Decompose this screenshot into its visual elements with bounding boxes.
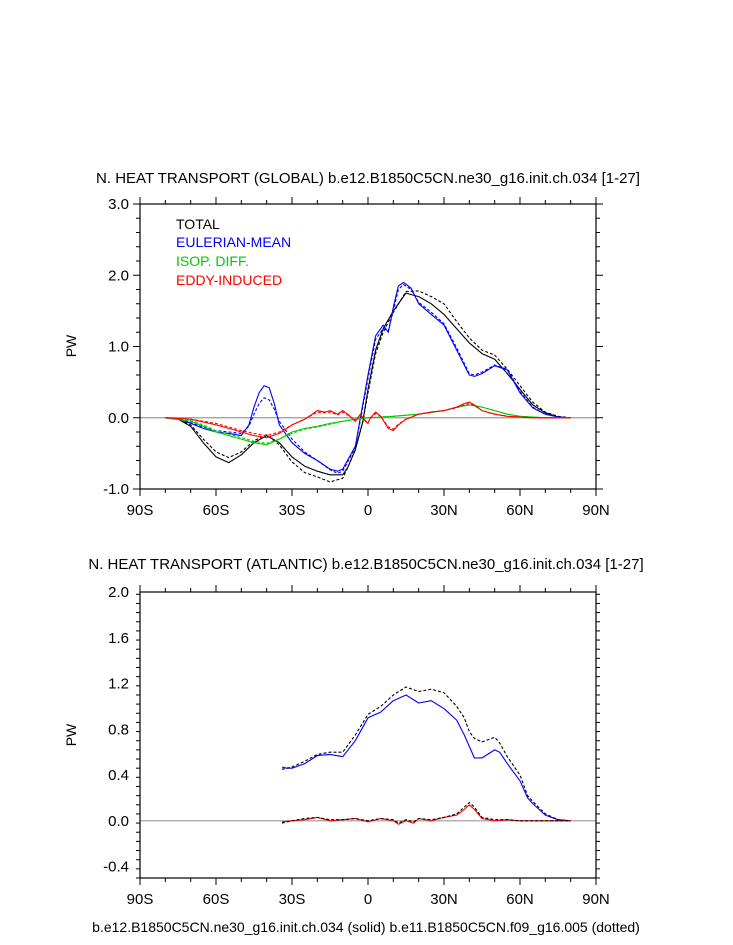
global-series-eulerian-mean-dotted [165, 283, 571, 474]
atlantic-y-tick-label: 0.8 [108, 721, 129, 738]
atlantic-x-tick-label: 90N [582, 891, 610, 908]
atlantic-x-tick-label: 30N [430, 891, 458, 908]
atlantic-x-tick-label: 60S [203, 891, 230, 908]
global-x-tick-label: 60S [203, 502, 230, 519]
global-series-eddy-induced-solid [165, 401, 571, 439]
global-y-axis-label: PW [63, 334, 79, 357]
legend-total: TOTAL [176, 216, 220, 232]
atlantic-series-eulerian-mean-dotted [281, 686, 571, 822]
atlantic-x-tick-label: 30S [279, 891, 306, 908]
global-chart-title: N. HEAT TRANSPORT (GLOBAL) b.e12.B1850C5… [96, 170, 640, 187]
global-series-total-dotted [165, 290, 571, 483]
atlantic-x-axis-caption: b.e12.B1850C5CN.ne30_g16.init.ch.034 (so… [92, 919, 640, 935]
global-x-tick-label: 90S [127, 502, 154, 519]
atlantic-y-tick-label: -0.4 [103, 859, 129, 876]
atlantic-heat-transport-chart: N. HEAT TRANSPORT (ATLANTIC) b.e12.B1850… [63, 556, 644, 935]
atlantic-series-eddy-induced-dotted [281, 801, 571, 824]
global-heat-transport-chart: N. HEAT TRANSPORT (GLOBAL) b.e12.B1850C5… [63, 170, 640, 519]
global-x-tick-label: 30S [279, 502, 306, 519]
atlantic-y-tick-label: 0.0 [108, 813, 129, 830]
global-y-tick-label: 3.0 [108, 196, 129, 213]
atlantic-chart-title: N. HEAT TRANSPORT (ATLANTIC) b.e12.B1850… [88, 556, 643, 573]
global-series-eddy-induced-dotted [165, 402, 571, 437]
atlantic-y-axis-label: PW [63, 723, 79, 746]
global-y-tick-label: -1.0 [103, 481, 129, 498]
atlantic-y-tick-label: 2.0 [108, 584, 129, 601]
global-legend: TOTAL EULERIAN-MEAN ISOP. DIFF. EDDY-IND… [176, 216, 291, 288]
global-y-tick-label: 0.0 [108, 410, 129, 427]
atlantic-series-eulerian-mean-solid [281, 694, 571, 822]
atlantic-x-tick-label: 60N [506, 891, 534, 908]
global-x-tick-label: 90N [582, 502, 610, 519]
atlantic-x-tick-label: 0 [364, 891, 372, 908]
atlantic-x-tick-label: 90S [127, 891, 154, 908]
atlantic-y-tick-label: 0.4 [108, 767, 129, 784]
atlantic-y-tick-label: 1.2 [108, 676, 129, 693]
global-series-total-solid [165, 292, 571, 476]
global-x-tick-label: 60N [506, 502, 534, 519]
global-x-tick-label: 30N [430, 502, 458, 519]
atlantic-y-tick-label: 1.6 [108, 630, 129, 647]
global-series-eulerian-mean-solid [165, 281, 571, 472]
global-series-isop-diff-dotted [165, 404, 571, 444]
global-x-tick-label: 0 [364, 502, 372, 519]
global-y-tick-label: 1.0 [108, 339, 129, 356]
legend-eulerian-mean: EULERIAN-MEAN [176, 234, 291, 250]
atlantic-plot-frame [139, 591, 597, 879]
global-y-tick-label: 2.0 [108, 267, 129, 284]
legend-isop-diff: ISOP. DIFF. [176, 253, 249, 269]
legend-eddy-induced: EDDY-INDUCED [176, 272, 282, 288]
global-series-isop-diff-solid [165, 404, 571, 446]
